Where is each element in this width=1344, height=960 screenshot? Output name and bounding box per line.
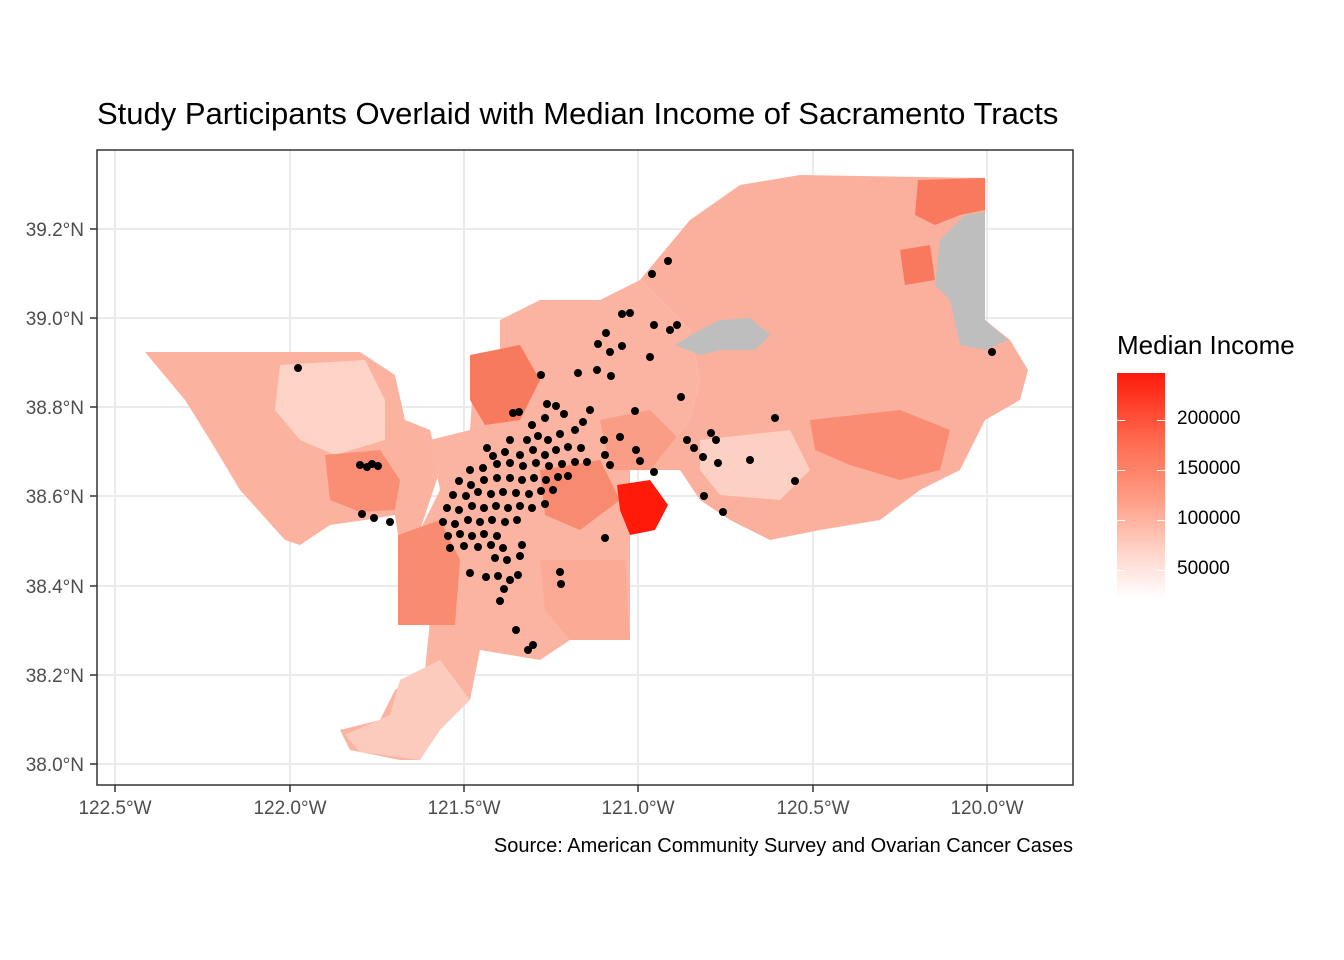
y-tick-label: 38.4°N [26,577,84,598]
plot-title: Study Participants Overlaid with Median … [97,96,1059,131]
x-tick-label: 122.0°W [253,798,326,819]
y-tick-label: 38.6°N [26,487,84,508]
x-tick-label: 121.5°W [427,798,500,819]
y-tick-label: 38.2°N [26,666,84,687]
x-tick-label: 121.0°W [601,798,674,819]
y-tick-label: 38.0°N [26,755,84,776]
region-missing-1 [935,212,1008,350]
legend-label: 200000 [1177,408,1241,429]
legend-label: 150000 [1177,458,1241,479]
region-folsom-mid [600,410,680,470]
region-east-dark [810,410,950,480]
region-sac-dark2 [398,520,460,625]
x-tick-label: 120.5°W [776,798,849,819]
region-ne-dark [915,178,985,225]
legend: Median Income 200000 150000 100000 50000 [1117,330,1295,598]
legend-label: 100000 [1177,508,1241,529]
region-sac-dark [470,345,540,425]
participant-points [294,257,996,654]
x-axis: 122.5°W 122.0°W 121.5°W 121.0°W 120.5°W … [78,785,1024,819]
legend-title: Median Income [1117,330,1295,360]
plot-border [96,149,1074,786]
region-south-light [345,660,470,760]
y-axis: 39.2°N 39.0°N 38.8°N 38.6°N 38.4°N 38.2°… [26,220,97,776]
region-high-income [617,480,668,535]
region-sac-mid [540,560,630,640]
x-tick-label: 122.5°W [78,798,151,819]
y-tick-label: 39.0°N [26,309,84,330]
region-yolo-light [275,360,385,455]
region-east-light [700,430,810,500]
y-tick-label: 39.2°N [26,220,84,241]
tract-regions [145,175,1028,760]
region-ne-dark2 [900,245,935,285]
legend-label: 50000 [1177,558,1230,579]
region-missing-2 [675,318,770,355]
legend-colorbar [1117,373,1165,598]
source-caption: Source: American Community Survey and Ov… [493,835,1073,857]
x-tick-label: 120.0°W [950,798,1023,819]
y-tick-label: 38.8°N [26,398,84,419]
